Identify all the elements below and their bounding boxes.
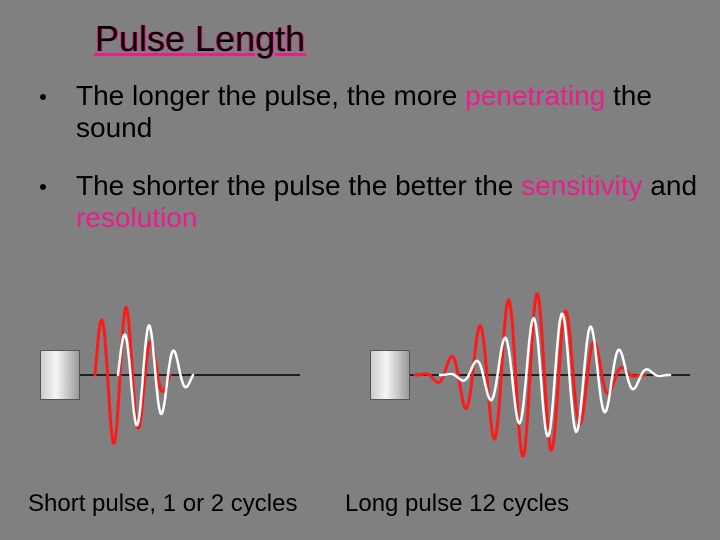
bullet-dot [40, 94, 46, 100]
wave-svg [0, 280, 720, 480]
bullet-2-text: The shorter the pulse the better the sen… [76, 170, 720, 234]
caption-short: Short pulse, 1 or 2 cycles [28, 490, 297, 518]
bullet-1-text: The longer the pulse, the more penetrati… [76, 80, 720, 144]
slide-title: Pulse Length [95, 18, 305, 60]
caption-long: Long pulse 12 cycles [345, 490, 569, 518]
bullet-1: The longer the pulse, the more penetrati… [40, 80, 720, 144]
bullet-dot [40, 184, 46, 190]
transducer-long [370, 350, 410, 400]
pulse-diagram [0, 280, 720, 480]
bullet-2: The shorter the pulse the better the sen… [40, 170, 720, 234]
transducer-short [40, 350, 80, 400]
